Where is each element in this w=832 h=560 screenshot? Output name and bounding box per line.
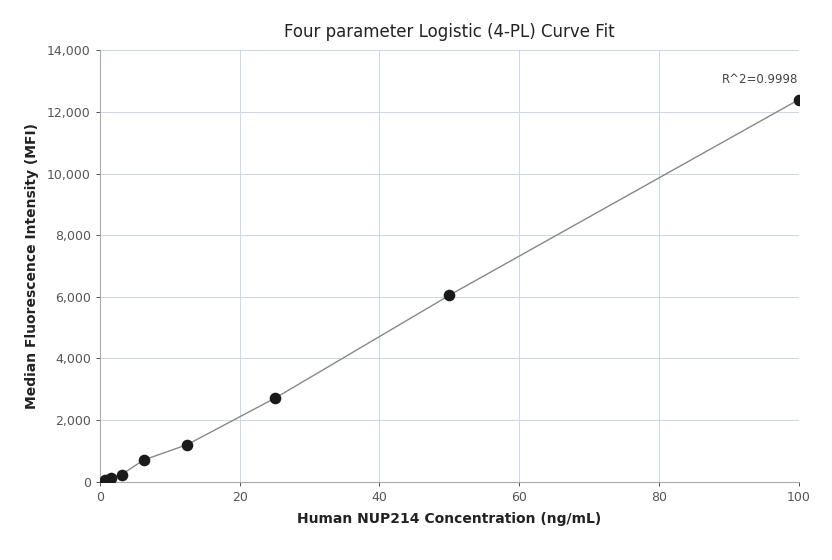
Y-axis label: Median Fluorescence Intensity (MFI): Median Fluorescence Intensity (MFI) [25, 123, 38, 409]
Point [181, 440, 194, 449]
Point [792, 95, 805, 104]
Point [268, 394, 281, 403]
X-axis label: Human NUP214 Concentration (ng/mL): Human NUP214 Concentration (ng/mL) [297, 512, 602, 526]
Point [115, 470, 128, 479]
Point [443, 291, 456, 300]
Point [99, 475, 112, 484]
Text: R^2=0.9998: R^2=0.9998 [722, 73, 799, 86]
Point [136, 456, 151, 465]
Title: Four parameter Logistic (4-PL) Curve Fit: Four parameter Logistic (4-PL) Curve Fit [284, 22, 615, 40]
Point [104, 473, 117, 482]
